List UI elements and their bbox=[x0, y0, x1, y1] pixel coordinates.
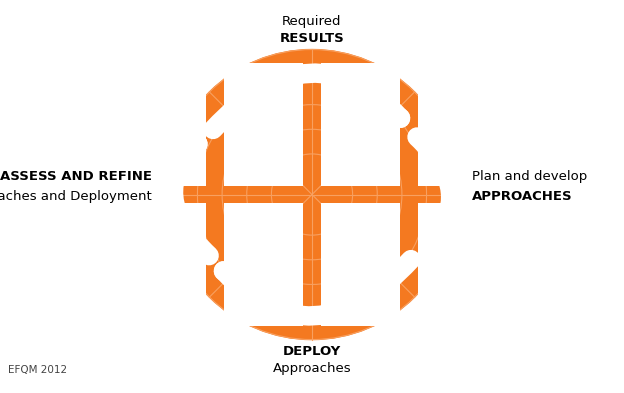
Text: ASSESS AND REFINE: ASSESS AND REFINE bbox=[0, 169, 152, 182]
Bar bbox=[418, 203, 497, 327]
Bar bbox=[127, 203, 206, 327]
Text: RESULTS: RESULTS bbox=[280, 31, 344, 44]
Text: DEPLOY: DEPLOY bbox=[283, 345, 341, 358]
Text: APPROACHES: APPROACHES bbox=[472, 189, 573, 202]
Text: Approaches and Deployment: Approaches and Deployment bbox=[0, 189, 152, 202]
Text: Required: Required bbox=[282, 15, 342, 28]
FancyArrowPatch shape bbox=[223, 260, 411, 316]
FancyArrowPatch shape bbox=[417, 137, 451, 242]
FancyArrowPatch shape bbox=[213, 73, 401, 129]
FancyArrowPatch shape bbox=[173, 144, 209, 256]
Bar bbox=[321, 62, 401, 186]
Bar bbox=[127, 62, 206, 186]
Bar bbox=[223, 203, 303, 327]
Text: Plan and develop: Plan and develop bbox=[472, 169, 587, 182]
Bar bbox=[223, 62, 303, 186]
Text: Approaches: Approaches bbox=[273, 362, 351, 375]
Bar bbox=[418, 62, 497, 186]
Circle shape bbox=[167, 50, 457, 340]
Text: EFQM 2012: EFQM 2012 bbox=[8, 365, 67, 375]
Bar bbox=[321, 203, 401, 327]
